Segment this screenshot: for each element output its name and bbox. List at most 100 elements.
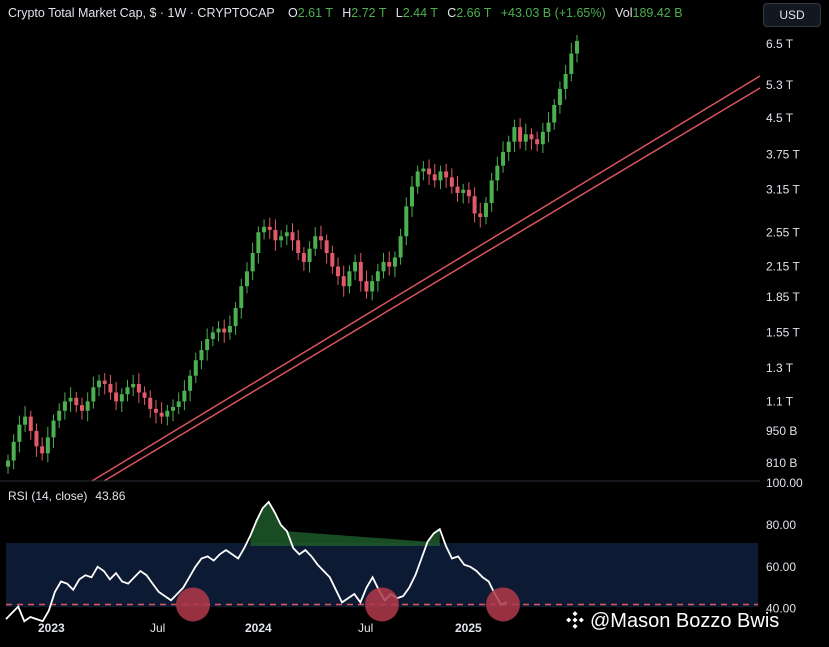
candle[interactable] (518, 127, 523, 142)
candle[interactable] (250, 253, 255, 272)
candle[interactable] (461, 189, 466, 193)
candle[interactable] (375, 271, 380, 282)
candle[interactable] (506, 141, 511, 153)
candle[interactable] (79, 405, 84, 411)
candle[interactable] (62, 401, 67, 411)
symbol-title[interactable]: Crypto Total Market Cap, $ · 1W · CRYPTO… (8, 6, 275, 20)
candle[interactable] (324, 240, 329, 254)
candle[interactable] (370, 281, 375, 292)
candle[interactable] (108, 383, 113, 393)
candle[interactable] (142, 392, 147, 398)
candle[interactable] (409, 186, 414, 207)
candle[interactable] (495, 165, 500, 181)
time-axis[interactable]: 2023 Jul 2024 Jul 2025 (38, 621, 482, 635)
candle[interactable] (466, 189, 471, 197)
candle[interactable] (193, 360, 198, 376)
candle[interactable] (136, 383, 141, 393)
candle[interactable] (546, 122, 551, 132)
candle[interactable] (455, 186, 460, 193)
candle[interactable] (171, 406, 176, 411)
candle[interactable] (364, 281, 369, 292)
candle[interactable] (301, 253, 306, 262)
candle[interactable] (176, 401, 181, 407)
candle[interactable] (398, 236, 403, 258)
candle[interactable] (444, 171, 449, 178)
candle[interactable] (438, 171, 443, 181)
candle[interactable] (57, 410, 62, 421)
candle[interactable] (353, 261, 358, 272)
candle[interactable] (273, 229, 278, 241)
candle[interactable] (404, 206, 409, 237)
candle[interactable] (23, 416, 28, 425)
candle[interactable] (313, 236, 318, 249)
candle[interactable] (227, 326, 232, 333)
candle[interactable] (188, 375, 193, 391)
candle[interactable] (432, 174, 437, 181)
candle[interactable] (182, 390, 187, 402)
candle[interactable] (552, 105, 557, 123)
candle[interactable] (421, 168, 426, 172)
candle[interactable] (284, 232, 289, 237)
candle[interactable] (569, 53, 574, 74)
candle[interactable] (279, 236, 284, 241)
candle[interactable] (449, 177, 454, 187)
candle[interactable] (114, 392, 119, 402)
candle[interactable] (262, 226, 267, 233)
candle[interactable] (523, 134, 528, 142)
candle[interactable] (358, 261, 363, 282)
candle[interactable] (296, 240, 301, 254)
candle[interactable] (159, 412, 164, 417)
candle[interactable] (267, 226, 272, 230)
candle[interactable] (415, 171, 420, 187)
candle[interactable] (11, 441, 16, 461)
candle[interactable] (336, 266, 341, 277)
candle[interactable] (199, 350, 204, 361)
candle[interactable] (125, 387, 130, 395)
candle[interactable] (341, 276, 346, 287)
rsi-line[interactable] (5, 500, 508, 623)
candle[interactable] (501, 152, 506, 166)
candle[interactable] (563, 73, 568, 89)
rsi-panel[interactable] (5, 500, 758, 623)
candle[interactable] (153, 408, 158, 413)
currency-button[interactable]: USD (763, 3, 821, 27)
candle[interactable] (165, 410, 170, 417)
candle[interactable] (34, 430, 39, 447)
candle[interactable] (318, 236, 323, 241)
rsi-label[interactable]: RSI (14, close) (8, 489, 88, 503)
candle[interactable] (45, 437, 50, 454)
candle[interactable] (131, 383, 136, 388)
candle[interactable] (483, 202, 488, 218)
candle[interactable] (535, 139, 540, 145)
price-axis[interactable]: 6.5 T 5.3 T 4.5 T 3.75 T 3.15 T 2.55 T 2.15 T 1… (766, 37, 800, 470)
candle[interactable] (529, 134, 534, 140)
candles-series[interactable] (6, 34, 579, 474)
candle[interactable] (427, 168, 432, 175)
candle[interactable] (256, 232, 261, 254)
candle[interactable] (205, 339, 210, 351)
candle[interactable] (148, 397, 153, 409)
candle[interactable] (540, 131, 545, 145)
candle[interactable] (102, 380, 107, 384)
candle[interactable] (290, 232, 295, 241)
candle[interactable] (575, 40, 579, 54)
candle[interactable] (74, 397, 79, 406)
candle[interactable] (216, 328, 221, 333)
candle[interactable] (91, 387, 96, 402)
candle[interactable] (472, 196, 477, 214)
candle[interactable] (68, 397, 73, 402)
candle[interactable] (478, 213, 483, 218)
candle[interactable] (222, 328, 227, 333)
candle[interactable] (512, 127, 517, 142)
candle[interactable] (233, 308, 238, 327)
candle[interactable] (330, 253, 335, 267)
candle[interactable] (6, 460, 10, 467)
candle[interactable] (557, 88, 562, 106)
candle[interactable] (51, 420, 56, 438)
candle[interactable] (347, 271, 352, 287)
candle[interactable] (85, 401, 90, 411)
candle[interactable] (489, 180, 494, 203)
rsi-axis[interactable]: 100.00 80.00 60.00 40.00 (766, 476, 803, 615)
candle[interactable] (239, 286, 244, 309)
